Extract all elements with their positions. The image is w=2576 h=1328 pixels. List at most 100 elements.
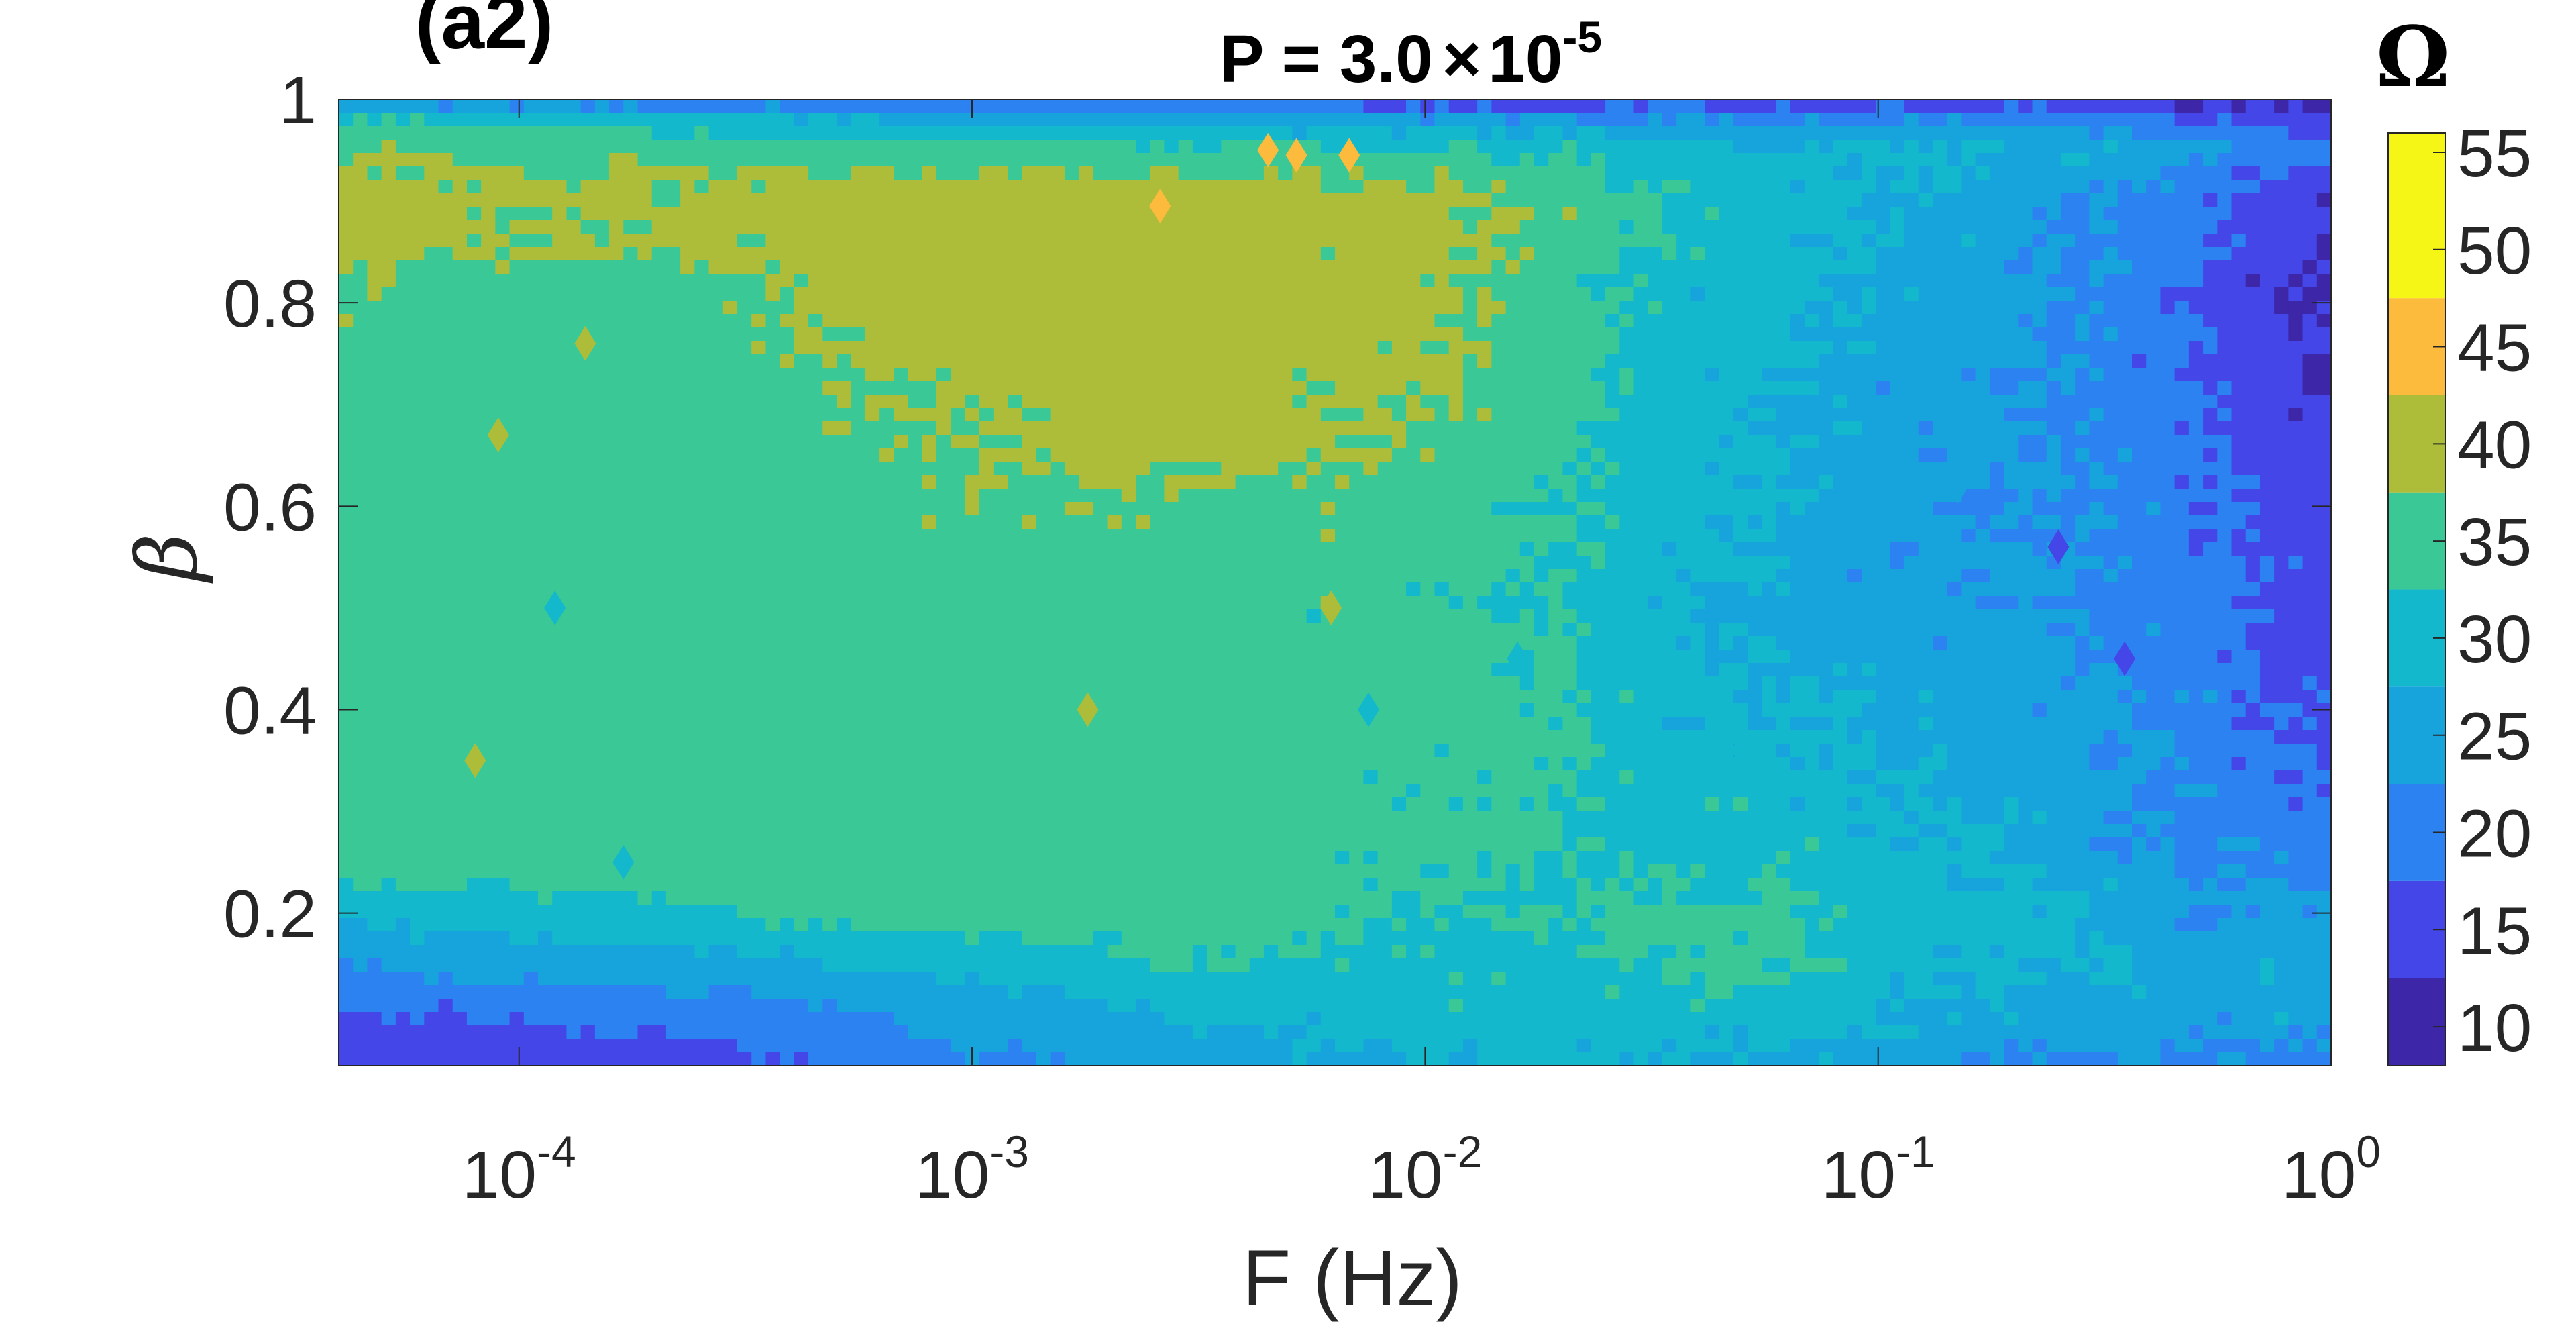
contour-cell — [2302, 153, 2318, 167]
contour-cell — [1391, 247, 1407, 261]
contour-cell — [552, 301, 568, 315]
contour-cell — [1847, 193, 1862, 207]
contour-cell — [1805, 314, 1820, 328]
contour-cell — [780, 220, 795, 234]
contour-cell — [452, 448, 468, 462]
contour-cell — [2046, 207, 2061, 221]
contour-cell — [794, 113, 809, 127]
contour-cell — [2302, 368, 2318, 382]
contour-cell — [1462, 287, 1478, 301]
contour-cell — [1847, 502, 1862, 516]
contour-cell — [765, 448, 781, 462]
contour-cell — [2060, 327, 2076, 342]
contour-cell — [979, 489, 994, 503]
contour-cell — [1519, 462, 1535, 476]
contour-cell — [1249, 448, 1265, 462]
contour-cell — [2018, 448, 2033, 462]
contour-cell — [765, 368, 781, 382]
contour-cell — [1335, 180, 1350, 194]
contour-cell — [1662, 327, 1677, 342]
contour-cell — [1406, 408, 1421, 422]
contour-cell — [1876, 166, 1891, 181]
contour-cell — [1904, 166, 1919, 181]
contour-cell — [2160, 207, 2176, 221]
contour-cell — [438, 542, 453, 556]
contour-cell — [2089, 113, 2104, 127]
contour-cell — [2018, 354, 2033, 368]
contour-cell — [1178, 462, 1193, 476]
contour-cell — [1690, 180, 1706, 194]
contour-cell — [1462, 274, 1478, 288]
contour-cell — [1320, 207, 1336, 221]
contour-cell — [1434, 314, 1450, 328]
contour-cell — [751, 207, 767, 221]
contour-cell — [822, 207, 838, 221]
contour-cell — [908, 140, 923, 154]
contour-cell — [1121, 274, 1136, 288]
contour-cell — [2046, 274, 2061, 288]
contour-cell — [1861, 327, 1876, 342]
contour-cell — [1050, 166, 1065, 181]
contour-cell — [794, 327, 809, 342]
contour-cell — [2075, 180, 2090, 194]
contour-cell — [979, 368, 994, 382]
contour-cell — [1705, 354, 1720, 368]
contour-cell — [1136, 193, 1151, 207]
contour-cell — [1107, 462, 1122, 476]
contour-cell — [1022, 301, 1037, 315]
contour-cell — [2103, 126, 2118, 140]
contour-cell — [1263, 220, 1279, 234]
contour-cell — [1805, 529, 1820, 543]
contour-cell — [1221, 462, 1236, 476]
contour-cell — [765, 556, 781, 570]
contour-cell — [908, 287, 923, 301]
contour-cell — [851, 220, 866, 234]
contour-cell — [538, 314, 553, 328]
contour-cell — [1263, 327, 1279, 342]
contour-cell — [1633, 126, 1649, 140]
contour-cell — [2089, 542, 2104, 556]
contour-cell — [2117, 153, 2133, 167]
contour-cell — [1064, 274, 1079, 288]
contour-cell — [609, 529, 625, 543]
contour-cell — [580, 220, 596, 234]
contour-cell — [1292, 341, 1307, 355]
contour-cell — [1448, 99, 1464, 113]
contour-cell — [2132, 193, 2147, 207]
contour-cell — [509, 462, 525, 476]
contour-cell — [1306, 99, 1322, 113]
contour-cell — [1136, 153, 1151, 167]
contour-cell — [694, 301, 710, 315]
contour-cell — [2245, 475, 2261, 489]
contour-cell — [1819, 207, 1834, 221]
contour-cell — [1150, 368, 1165, 382]
contour-cell — [2004, 368, 2019, 382]
contour-cell — [552, 126, 568, 140]
contour-cell — [1861, 247, 1876, 261]
contour-cell — [2160, 260, 2176, 274]
contour-cell — [2274, 153, 2290, 167]
contour-cell — [1377, 515, 1393, 529]
contour-cell — [2146, 207, 2161, 221]
contour-cell — [651, 166, 667, 181]
contour-cell — [1519, 381, 1535, 395]
contour-cell — [609, 287, 625, 301]
contour-cell — [2316, 408, 2332, 422]
contour-cell — [737, 515, 753, 529]
contour-cell — [1335, 542, 1350, 556]
contour-cell — [1164, 247, 1179, 261]
contour-cell — [381, 140, 396, 154]
contour-cell — [424, 421, 439, 436]
contour-cell — [1036, 435, 1051, 449]
contour-cell — [751, 287, 767, 301]
contour-cell — [1121, 166, 1136, 181]
contour-cell — [2075, 327, 2090, 342]
contour-cell — [2174, 556, 2190, 570]
contour-cell — [2103, 354, 2118, 368]
contour-cell — [737, 274, 753, 288]
contour-cell — [680, 354, 696, 368]
contour-cell — [1819, 220, 1834, 234]
contour-cell — [1349, 462, 1364, 476]
contour-cell — [1947, 166, 1962, 181]
